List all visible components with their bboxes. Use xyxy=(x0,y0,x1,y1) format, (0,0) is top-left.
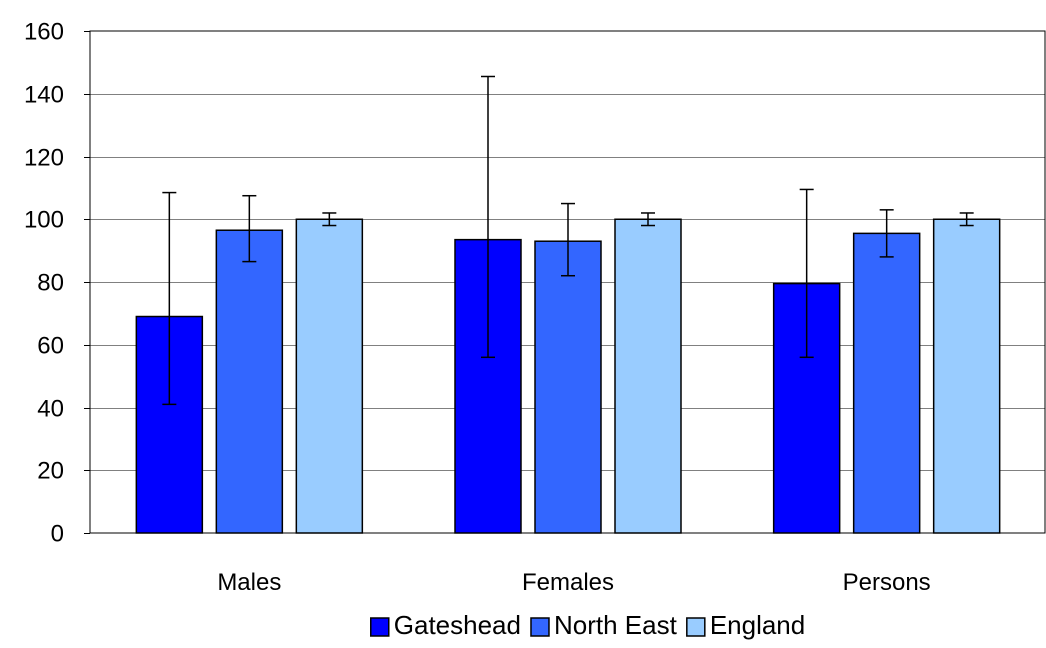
legend-swatch xyxy=(370,617,390,637)
bar xyxy=(614,218,682,534)
legend-swatch xyxy=(686,617,706,637)
category-label: Persons xyxy=(843,569,931,596)
legend-item: England xyxy=(686,610,805,640)
bar xyxy=(215,229,284,534)
error-bars xyxy=(162,75,974,406)
category-label: Females xyxy=(522,569,614,596)
legend-item: North East xyxy=(530,610,678,640)
y-tick-label: 120 xyxy=(24,145,64,172)
y-tick-label: 80 xyxy=(37,270,64,297)
bar xyxy=(932,218,1001,534)
bar xyxy=(295,218,364,534)
y-tick-labels: 0 20 40 60 80 100 120 140 160 xyxy=(24,19,64,548)
y-tick-label: 100 xyxy=(24,207,64,234)
axes xyxy=(84,30,1046,534)
bar xyxy=(852,232,921,534)
y-tick-label: 140 xyxy=(24,82,64,109)
bars xyxy=(135,218,1001,534)
category-label: Males xyxy=(217,569,281,596)
bar xyxy=(772,282,841,534)
legend-swatch xyxy=(530,617,550,637)
legend: Gateshead North East England xyxy=(370,610,805,640)
y-tick-label: 20 xyxy=(37,458,64,485)
y-tick-label: 0 xyxy=(51,521,64,548)
y-tick-label: 160 xyxy=(24,19,64,46)
legend-label: North East xyxy=(554,610,678,640)
legend-item: Gateshead xyxy=(370,610,521,640)
legend-label: England xyxy=(710,610,805,640)
legend-label: Gateshead xyxy=(394,610,521,640)
y-tick-label: 60 xyxy=(37,333,64,360)
y-tick-label: 40 xyxy=(37,396,64,423)
bar xyxy=(534,240,602,534)
category-labels: Males Females Persons xyxy=(217,569,930,596)
